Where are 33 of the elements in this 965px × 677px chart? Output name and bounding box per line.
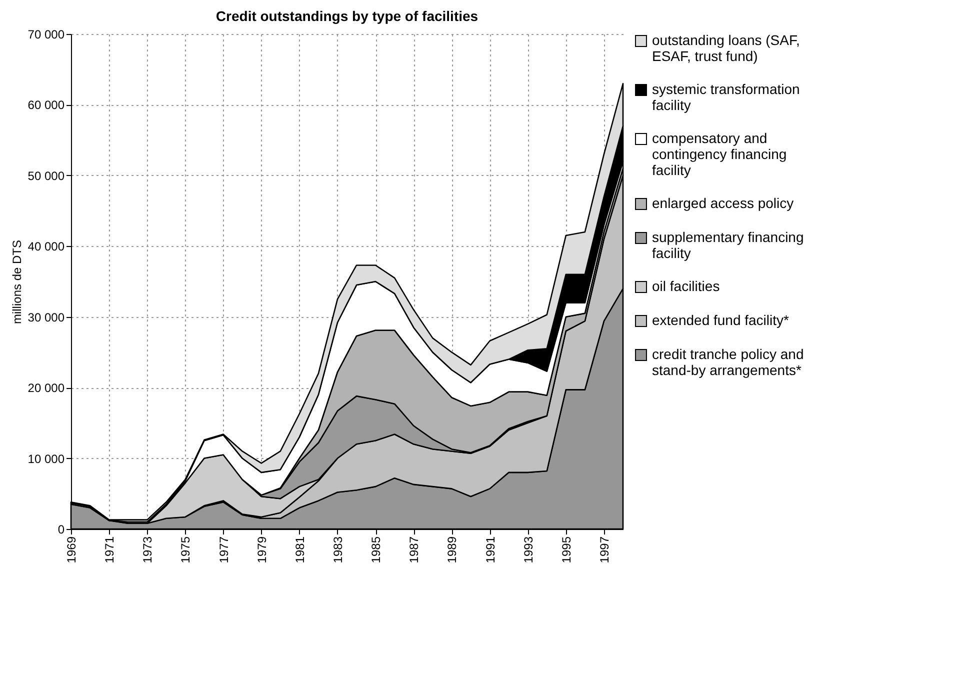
x-tick-label: 1975 (178, 536, 193, 564)
x-tick-label: 1969 (64, 536, 78, 564)
y-tick-label: 20 000 (28, 381, 65, 396)
x-tick-label: 1997 (597, 536, 612, 564)
x-tick-label: 1991 (483, 536, 498, 564)
x-tick-label: 1993 (521, 536, 536, 564)
x-tick-label: 1971 (102, 536, 117, 564)
y-tick-label: 60 000 (28, 98, 65, 112)
y-tick-label: 30 000 (28, 310, 65, 324)
x-tick-label: 1987 (407, 536, 422, 564)
x-tick-label: 1973 (140, 536, 155, 564)
legend-label: systemic transformation facility (652, 81, 800, 113)
legend-label: credit tranche policy and stand-by arrangements* (652, 346, 804, 378)
x-tick-label: 1979 (254, 536, 269, 564)
x-tick-label: 1989 (445, 536, 460, 564)
legend-label: compensatory and contingency financing facility (652, 130, 787, 178)
y-tick-label: 70 000 (28, 28, 65, 42)
legend-label: oil facilities (652, 278, 720, 294)
y-tick-label: 50 000 (28, 168, 65, 183)
legend-label: extended fund facility* (652, 312, 790, 328)
x-tick-label: 1995 (559, 536, 574, 564)
legend-label: supplementary financing facility (652, 229, 804, 261)
y-axis-title: millions de DTS (10, 240, 24, 324)
x-tick-label: 1983 (330, 536, 345, 564)
x-tick-label: 1981 (292, 536, 307, 564)
y-tick-label: 0 (58, 522, 65, 536)
legend-label: enlarged access policy (652, 195, 794, 211)
legend-label: outstanding loans (SAF, ESAF, trust fund) (652, 32, 800, 64)
x-tick-label: 1985 (369, 536, 384, 564)
chart-title: Credit outstandings by type of facilities (216, 8, 478, 24)
x-tick-label: 1977 (216, 536, 231, 564)
y-tick-label: 10 000 (28, 452, 65, 466)
y-tick-label: 40 000 (28, 240, 65, 254)
